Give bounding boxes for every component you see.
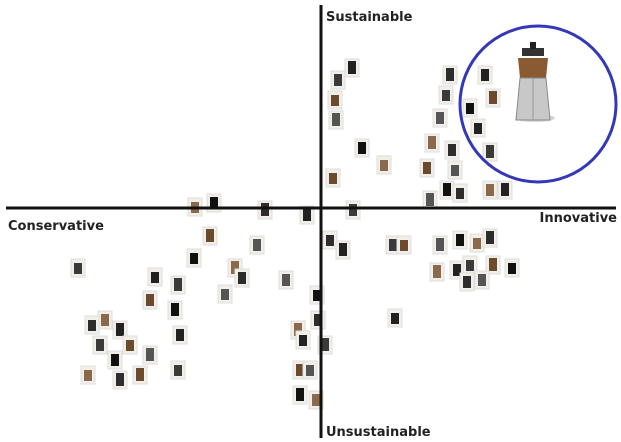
- product-knob: [530, 42, 536, 49]
- thumbnail-product: [456, 188, 464, 199]
- thumbnail-product: [116, 373, 124, 386]
- thumbnail-product: [253, 239, 261, 251]
- thumbnail-product: [146, 294, 154, 306]
- thumbnail-product: [299, 335, 307, 346]
- thumbnail-product: [426, 193, 434, 206]
- thumbnail-product: [400, 240, 408, 251]
- thumbnail-product: [176, 329, 184, 341]
- thumbnail-product: [116, 323, 124, 336]
- thumbnail-product: [466, 260, 474, 271]
- thumbnail-product: [453, 264, 461, 276]
- thumbnail-product: [486, 145, 494, 158]
- thumbnail-product: [190, 253, 198, 264]
- thumbnail-product: [448, 144, 456, 156]
- thumbnail-product: [474, 123, 482, 134]
- product-thumbnails: [70, 58, 520, 410]
- highlight-circle: [458, 24, 618, 184]
- thumbnail-product: [74, 263, 82, 274]
- thumbnail-product: [486, 231, 494, 244]
- thumbnail-product: [456, 234, 464, 246]
- thumbnail-product: [332, 113, 340, 126]
- thumbnail-product: [501, 183, 509, 196]
- thumbnail-product: [463, 276, 471, 288]
- thumbnail-product: [101, 314, 109, 326]
- thumbnail-product: [423, 162, 431, 174]
- thumbnail-product: [296, 364, 304, 376]
- axis-label-left: Conservative: [8, 219, 104, 234]
- thumbnail-product: [334, 74, 342, 86]
- thumbnail-product: [428, 136, 436, 149]
- product-top: [518, 58, 548, 78]
- thumbnail-product: [349, 204, 357, 216]
- thumbnail-product: [96, 339, 104, 351]
- thumbnail-product: [451, 165, 459, 176]
- thumbnail-product: [389, 239, 397, 251]
- axis-label-top: Sustainable: [326, 10, 413, 25]
- thumbnail-product: [331, 95, 339, 106]
- thumbnail-product: [436, 112, 444, 124]
- thumbnail-product: [238, 272, 246, 284]
- thumbnail-product: [321, 338, 329, 351]
- thumbnail-product: [210, 197, 218, 209]
- thumbnail-product: [151, 272, 159, 283]
- thumbnail-product: [326, 235, 334, 246]
- thumbnail-product: [231, 261, 239, 274]
- thumbnail-product: [294, 323, 302, 336]
- thumbnail-product: [436, 238, 444, 251]
- thumbnail-product: [303, 209, 311, 221]
- thumbnail-product: [206, 229, 214, 242]
- axis-label-bottom: Unsustainable: [326, 425, 431, 440]
- thumbnail-product: [466, 103, 474, 114]
- thumbnail-product: [329, 173, 337, 184]
- thumbnail-product: [489, 91, 497, 104]
- thumbnail-product: [433, 265, 441, 278]
- thumbnail-product: [478, 274, 486, 286]
- thumbnail-product: [380, 160, 388, 171]
- thumbnail-product: [473, 238, 481, 249]
- thumbnail-product: [486, 184, 494, 196]
- thumbnail-product: [443, 183, 451, 196]
- thumbnail-product: [221, 289, 229, 300]
- thumbnail-product: [146, 348, 154, 361]
- axis-label-right: Innovative: [540, 211, 618, 226]
- thumbnail-product: [313, 290, 321, 301]
- thumbnail-product: [442, 90, 450, 101]
- thumbnail-product: [508, 263, 516, 274]
- thumbnail-product: [312, 394, 320, 406]
- thumbnail-product: [358, 142, 366, 154]
- thumbnail-product: [446, 68, 454, 81]
- thumbnail-product: [174, 365, 182, 376]
- thumbnail-product: [348, 61, 356, 74]
- thumbnail-product: [282, 274, 290, 286]
- thumbnail-product: [296, 388, 304, 401]
- thumbnail-product: [136, 368, 144, 381]
- thumbnail-product: [174, 278, 182, 291]
- thumbnail-product: [126, 340, 134, 351]
- thumbnail-product: [391, 313, 399, 324]
- thumbnail-product: [306, 365, 314, 376]
- highlighted-product: [515, 42, 555, 122]
- product-lid: [522, 48, 544, 56]
- thumbnail-product: [481, 69, 489, 81]
- thumbnail-product: [171, 303, 179, 316]
- thumbnail-product: [84, 370, 92, 381]
- thumbnail-product: [339, 243, 347, 256]
- thumbnail-product: [314, 314, 322, 326]
- thumbnail-product: [88, 320, 96, 331]
- thumbnail-product: [111, 354, 119, 366]
- thumbnail-product: [489, 258, 497, 271]
